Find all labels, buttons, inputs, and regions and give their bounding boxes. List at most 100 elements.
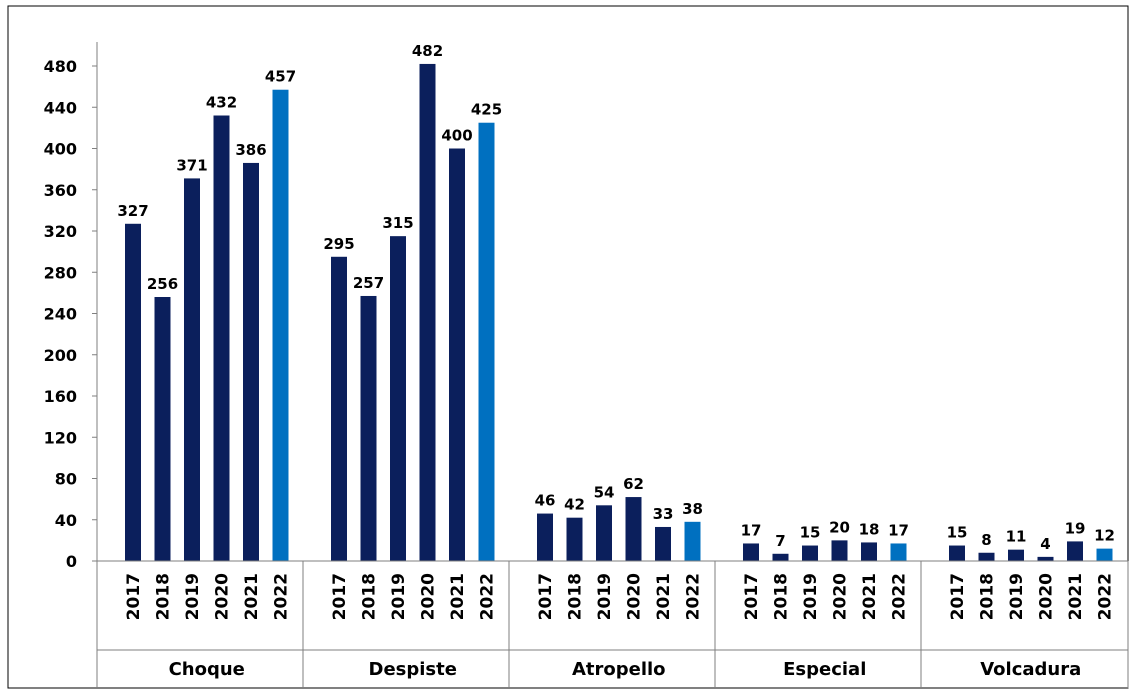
data-label: 19 [1065, 519, 1086, 537]
y-tick-label: 360 [44, 181, 77, 200]
bar-especial-2022 [890, 543, 907, 561]
bar-volcadura-2019 [1008, 549, 1024, 561]
x-tick-label: 2019 [595, 573, 615, 620]
bar-especial-2020 [831, 540, 848, 561]
bar-despiste-2020 [419, 63, 436, 561]
x-tick-label: 2020 [831, 573, 851, 620]
x-tick-label: 2021 [448, 573, 468, 620]
x-tick-label: 2018 [566, 573, 586, 620]
bar-choque-2017 [125, 223, 141, 561]
y-tick-label: 480 [44, 57, 77, 76]
category-label: Volcadura [980, 659, 1081, 680]
data-label: 46 [535, 492, 556, 510]
y-tick-label: 200 [44, 346, 77, 365]
data-label: 42 [564, 496, 585, 514]
x-tick-label: 2021 [654, 573, 674, 620]
data-label: 33 [653, 505, 674, 523]
data-label: 7 [775, 532, 785, 550]
x-tick-label: 2019 [801, 573, 821, 620]
y-tick-label: 240 [44, 305, 77, 324]
data-label: 11 [1006, 528, 1027, 546]
data-label: 18 [859, 520, 880, 538]
data-label: 371 [176, 156, 207, 174]
bar-especial-2018 [772, 553, 789, 561]
x-tick-label: 2021 [1066, 573, 1086, 620]
data-label: 482 [412, 42, 443, 60]
x-tick-label: 2022 [478, 573, 498, 620]
x-axis: 2017 2018 2019 2020 2021 2022 Choque 2017 2018 20… [96, 560, 1129, 688]
bar-volcadura-2021 [1067, 541, 1083, 561]
bar-volcadura-2022 [1096, 548, 1113, 561]
y-tick-label: 40 [55, 511, 77, 530]
bar-choque-2019 [184, 178, 200, 561]
x-tick-label: 2021 [860, 573, 880, 620]
bar-choque-2021 [243, 162, 259, 561]
y-tick-label: 280 [44, 263, 77, 282]
x-tick-label: 2020 [1037, 573, 1057, 620]
bar-despiste-2018 [360, 295, 377, 561]
x-tick-label: 2017 [536, 573, 556, 620]
chart-border [7, 5, 1129, 689]
y-axis: 0 40 80 120 160 200 240 280 320 360 400 440 480 [44, 42, 98, 571]
bar-especial-2019 [802, 545, 818, 561]
bar-atropello-2021 [655, 526, 671, 561]
x-tick-label: 2019 [389, 573, 409, 620]
data-label: 386 [235, 141, 266, 159]
data-label: 17 [741, 521, 762, 539]
y-tick-label: 160 [44, 387, 77, 406]
data-label: 54 [594, 483, 615, 501]
bar-despiste-2017 [331, 256, 347, 561]
data-label: 17 [888, 521, 909, 539]
y-tick-label: 80 [55, 470, 77, 489]
data-label: 4 [1040, 535, 1050, 553]
y-tick-label: 320 [44, 222, 77, 241]
bar-despiste-2022 [478, 122, 495, 561]
bar-atropello-2022 [684, 521, 701, 561]
y-tick-label: 0 [66, 552, 77, 571]
data-label: 400 [441, 127, 472, 145]
x-tick-label: 2022 [890, 573, 910, 620]
x-tick-label: 2020 [625, 573, 645, 620]
x-tick-label: 2017 [124, 573, 144, 620]
x-tick-label: 2017 [948, 573, 968, 620]
x-tick-label: 2018 [360, 573, 380, 620]
x-tick-label: 2018 [154, 573, 174, 620]
x-tick-label: 2022 [684, 573, 704, 620]
data-label: 457 [265, 68, 296, 86]
data-label: 425 [471, 101, 502, 119]
x-tick-label: 2020 [213, 573, 233, 620]
bar-choque-2018 [154, 297, 171, 561]
bar-choque-2022 [272, 89, 289, 561]
x-tick-label: 2017 [330, 573, 350, 620]
bar-volcadura-2017 [949, 545, 965, 561]
data-label: 315 [382, 214, 413, 232]
bar-volcadura-2018 [978, 552, 995, 561]
y-tick-label: 440 [44, 98, 77, 117]
data-label: 8 [981, 531, 991, 549]
bar-atropello-2017 [537, 513, 553, 561]
bar-volcadura-2020 [1037, 556, 1054, 561]
data-label: 62 [623, 475, 644, 493]
category-label: Despiste [369, 659, 457, 680]
x-tick-label: 2019 [183, 573, 203, 620]
data-label: 38 [682, 500, 703, 518]
bar-atropello-2020 [625, 497, 642, 561]
x-tick-label: 2021 [242, 573, 262, 620]
category-label: Atropello [572, 659, 666, 680]
data-label: 12 [1094, 527, 1115, 545]
bar-despiste-2021 [449, 148, 465, 561]
x-tick-label: 2022 [1096, 573, 1116, 620]
data-label: 15 [800, 524, 821, 542]
x-tick-label: 2018 [772, 573, 792, 620]
bar-despiste-2019 [390, 236, 406, 561]
x-tick-label: 2022 [272, 573, 292, 620]
x-tick-label: 2018 [978, 573, 998, 620]
y-tick-label: 400 [44, 140, 77, 159]
data-label: 432 [206, 94, 237, 112]
category-label: Especial [783, 659, 866, 680]
bar-especial-2017 [743, 543, 759, 561]
bar-especial-2021 [861, 542, 877, 561]
